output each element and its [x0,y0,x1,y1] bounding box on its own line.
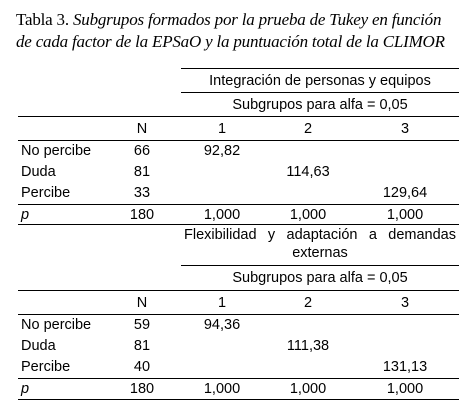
t2-p-2: 1,000 [289,381,327,397]
t1-col-3: 3 [400,121,410,137]
t1-row-n: 66 [133,143,151,159]
t1-row-label: Duda [21,164,56,180]
t1-heading: Integración de personas y equipos [209,73,431,89]
rule-t2-subheading [18,290,459,291]
t2-row-label: Duda [21,338,56,354]
rule-t1-body [18,204,459,205]
caption-title-line1: Subgrupos formados por la prueba de Tuke… [72,10,442,29]
rule-t1-top [181,68,459,69]
rule-t2-colheaders [18,314,459,315]
t2-p-1: 1,000 [203,381,241,397]
t1-cell-3: 129,64 [382,185,428,201]
t2-row-n: 59 [133,317,151,333]
t1-p-2: 1,000 [289,207,327,223]
t2-row-n: 81 [133,338,151,354]
t2-col-3: 3 [400,295,410,311]
t1-cell-1: 92,82 [203,143,241,159]
rule-t1-colheaders [18,140,459,141]
t2-heading-line1: Flexibilidad y adaptación a demandas [184,227,456,243]
t1-p-n: 180 [129,207,155,223]
t2-subheading: Subgrupos para alfa = 0,05 [232,270,408,286]
table-caption: Tabla 3. Subgrupos formados por la prueb… [16,9,462,53]
t1-subheading: Subgrupos para alfa = 0,05 [232,97,408,113]
rule-t2-body [18,378,459,379]
t1-row-n: 81 [133,164,151,180]
t1-p-3: 1,000 [386,207,424,223]
rule-t2-heading [181,265,459,266]
t2-col-2: 2 [303,295,313,311]
t2-cell-2: 111,38 [286,338,330,354]
t1-col-1: 1 [217,121,227,137]
t1-p-1: 1,000 [203,207,241,223]
t2-cell-3: 131,13 [382,359,428,375]
rule-t1-bottom [18,224,459,225]
rule-t1-subheading [18,116,459,117]
t2-p-3: 1,000 [386,381,424,397]
t2-row-n: 40 [133,359,151,375]
t1-cell-2: 114,63 [286,164,330,180]
t1-col-2: 2 [303,121,313,137]
t2-cell-1: 94,36 [203,317,241,333]
t2-p-label: p [21,381,30,397]
rule-t2-bottom [18,399,459,400]
t2-col-1: 1 [217,295,227,311]
t2-heading-line2: externas [292,245,348,261]
t1-row-n: 33 [133,185,151,201]
caption-label: Tabla 3. [16,10,69,29]
t1-row-label: No percibe [21,143,92,159]
t2-p-n: 180 [129,381,155,397]
t1-p-label: p [21,207,30,223]
rule-t1-heading [181,92,459,93]
t1-row-label: Percibe [21,185,71,201]
t1-col-n: N [136,121,148,137]
t2-col-n: N [136,295,148,311]
t2-row-label: No percibe [21,317,92,333]
t2-row-label: Percibe [21,359,71,375]
caption-title-line2: de cada factor de la EPSaO y la puntuaci… [16,32,445,51]
